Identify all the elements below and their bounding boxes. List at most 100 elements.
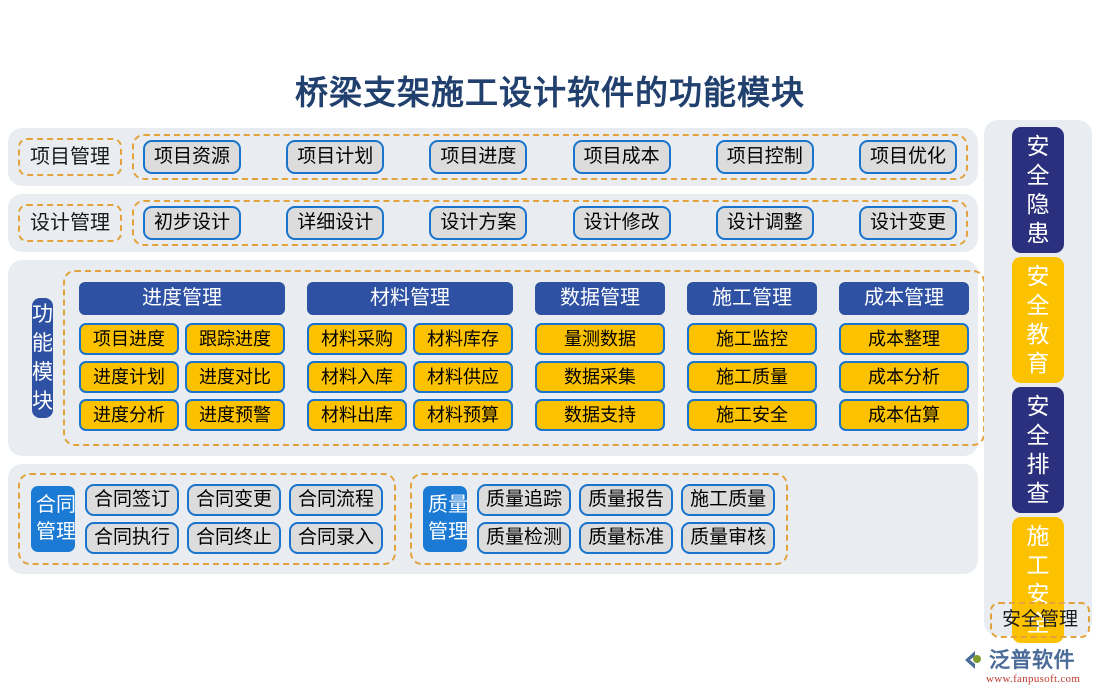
function-module-group: 进度管理 项目进度 跟踪进度 进度计划 进度对比 进度分析 进度预警 [63,270,985,446]
design-management-items: 初步设计 详细设计 设计方案 设计修改 设计调整 设计变更 [132,200,968,246]
safety-chip-education-c3: 育 [1026,351,1050,376]
function-module-side-label: 功 能 模 块 [32,298,53,418]
fn-cell-construction-1[interactable]: 施工质量 [687,361,817,393]
fn-cell-construction-2[interactable]: 施工安全 [687,399,817,431]
fn-cell-cost-1[interactable]: 成本分析 [839,361,969,393]
project-item-4[interactable]: 项目控制 [715,140,814,174]
contract-label-line-0: 合同 [36,494,76,516]
project-management-items: 项目资源 项目计划 项目进度 项目成本 项目控制 项目优化 [132,134,968,180]
safety-chip-education[interactable]: 安 全 教 育 [1012,257,1064,383]
project-management-band: 项目管理 项目资源 项目计划 项目进度 项目成本 项目控制 项目优化 [8,128,978,186]
design-management-band: 设计管理 初步设计 详细设计 设计方案 设计修改 设计调整 设计变更 [8,194,978,252]
safety-chip-construction-c1: 工 [1026,553,1050,578]
function-module-band: 功 能 模 块 进度管理 项目进度 跟踪进度 进度计划 进度对比 [8,260,985,456]
fn-cell-material-2-0[interactable]: 材料出库 [307,399,407,431]
function-module-char-2: 模 [32,360,53,384]
fn-cell-schedule-0-1[interactable]: 跟踪进度 [185,323,285,355]
safety-chip-construction-c2: 安 [1026,582,1050,607]
safety-chip-hazard-c1: 全 [1026,163,1050,188]
fn-cell-schedule-1-1[interactable]: 进度对比 [185,361,285,393]
fn-header-schedule[interactable]: 进度管理 [79,282,285,315]
fn-cell-schedule-1-0[interactable]: 进度计划 [79,361,179,393]
logo-text: 泛普软件 [989,648,1075,672]
safety-chip-hazard[interactable]: 安 全 隐 患 [1012,127,1064,253]
project-management-label: 项目管理 [18,138,122,176]
safety-chip-hazard-c0: 安 [1026,134,1050,159]
contract-item-0-0[interactable]: 合同签订 [85,484,180,516]
fanpu-logo-icon [965,651,981,669]
design-item-0[interactable]: 初步设计 [143,206,242,240]
fn-header-data[interactable]: 数据管理 [535,282,665,315]
contract-management-side-label: 合同 管理 [31,486,76,552]
company-logo: 泛普软件 www.fanpusoft.com [962,648,1094,694]
fn-cell-material-2-1[interactable]: 材料预算 [413,399,513,431]
function-module-char-3: 块 [32,389,53,413]
safety-chip-education-c0: 安 [1026,264,1050,289]
project-item-5[interactable]: 项目优化 [858,140,957,174]
fn-cell-schedule-2-0[interactable]: 进度分析 [79,399,179,431]
fn-column-schedule: 进度管理 项目进度 跟踪进度 进度计划 进度对比 进度分析 进度预警 [79,282,285,431]
fn-cell-data-1[interactable]: 数据采集 [535,361,665,393]
fn-cell-schedule-0-0[interactable]: 项目进度 [79,323,179,355]
function-module-char-1: 能 [32,331,53,355]
safety-chip-hazard-c2: 隐 [1026,192,1050,217]
quality-item-1-0[interactable]: 质量检测 [477,522,572,554]
logo-url: www.fanpusoft.com [986,673,1081,685]
safety-chip-education-c2: 教 [1026,322,1050,347]
project-item-0[interactable]: 项目资源 [143,140,242,174]
quality-management-side-label: 质量 管理 [423,486,469,552]
fn-cell-data-2[interactable]: 数据支持 [535,399,665,431]
contract-quality-band: 合同 管理 合同签订 合同变更 合同流程 合同执行 合同终止 合同录入 质量 管… [8,464,978,574]
safety-chip-construction-c0: 施 [1026,524,1050,549]
quality-item-0-1[interactable]: 质量报告 [579,484,674,516]
fn-header-construction[interactable]: 施工管理 [687,282,817,315]
fn-cell-construction-0[interactable]: 施工监控 [687,323,817,355]
contract-item-1-0[interactable]: 合同执行 [85,522,180,554]
fn-cell-material-0-1[interactable]: 材料库存 [413,323,513,355]
function-module-columns: 进度管理 项目进度 跟踪进度 进度计划 进度对比 进度分析 进度预警 [79,282,969,431]
contract-item-1-2[interactable]: 合同录入 [289,522,384,554]
fn-column-material: 材料管理 材料采购 材料库存 材料入库 材料供应 材料出库 材料预算 [307,282,513,431]
fn-cell-material-1-1[interactable]: 材料供应 [413,361,513,393]
quality-item-1-2[interactable]: 质量审核 [681,522,776,554]
fn-column-construction: 施工管理 施工监控 施工质量 施工安全 [687,282,817,431]
contract-item-1-1[interactable]: 合同终止 [187,522,282,554]
safety-chip-education-c1: 全 [1026,293,1050,318]
fn-header-cost[interactable]: 成本管理 [839,282,969,315]
safety-chip-inspection[interactable]: 安 全 排 查 [1012,387,1064,513]
contract-item-0-1[interactable]: 合同变更 [187,484,282,516]
project-item-1[interactable]: 项目计划 [286,140,385,174]
main-content-column: 项目管理 项目资源 项目计划 项目进度 项目成本 项目控制 项目优化 设计管理 … [8,128,985,582]
project-item-2[interactable]: 项目进度 [429,140,528,174]
contract-label-line-1: 管理 [36,521,76,543]
page-title: 桥梁支架施工设计软件的功能模块 [295,76,805,112]
safety-column: 安 全 隐 患 安 全 教 育 安 全 排 查 施 工 安 全 [984,120,1092,643]
safety-chip-hazard-c3: 患 [1026,221,1050,246]
design-management-label: 设计管理 [18,204,122,242]
fn-cell-cost-0[interactable]: 成本整理 [839,323,969,355]
project-item-3[interactable]: 项目成本 [572,140,671,174]
function-module-char-0: 功 [32,302,53,326]
safety-management-label: 安全管理 [990,602,1091,638]
fn-cell-schedule-2-1[interactable]: 进度预警 [185,399,285,431]
design-item-1[interactable]: 详细设计 [286,206,385,240]
quality-item-0-0[interactable]: 质量追踪 [477,484,572,516]
fn-cell-material-1-0[interactable]: 材料入库 [307,361,407,393]
fn-cell-cost-2[interactable]: 成本估算 [839,399,969,431]
design-item-4[interactable]: 设计调整 [715,206,814,240]
design-item-3[interactable]: 设计修改 [572,206,671,240]
fn-cell-data-0[interactable]: 量测数据 [535,323,665,355]
quality-label-line-1: 管理 [428,521,469,543]
quality-management-group: 质量 管理 质量追踪 质量报告 施工质量 质量检测 质量标准 质量审核 [410,473,789,565]
fn-header-material[interactable]: 材料管理 [307,282,513,315]
contract-item-0-2[interactable]: 合同流程 [289,484,384,516]
contract-management-group: 合同 管理 合同签订 合同变更 合同流程 合同执行 合同终止 合同录入 [18,473,397,565]
fn-cell-material-0-0[interactable]: 材料采购 [307,323,407,355]
quality-item-0-2[interactable]: 施工质量 [681,484,776,516]
safety-chip-inspection-c0: 安 [1026,394,1050,419]
safety-chip-inspection-c2: 排 [1026,452,1050,477]
design-item-2[interactable]: 设计方案 [429,206,528,240]
design-item-5[interactable]: 设计变更 [858,206,957,240]
safety-chip-construction[interactable]: 施 工 安 全 [1012,517,1064,643]
quality-item-1-1[interactable]: 质量标准 [579,522,674,554]
